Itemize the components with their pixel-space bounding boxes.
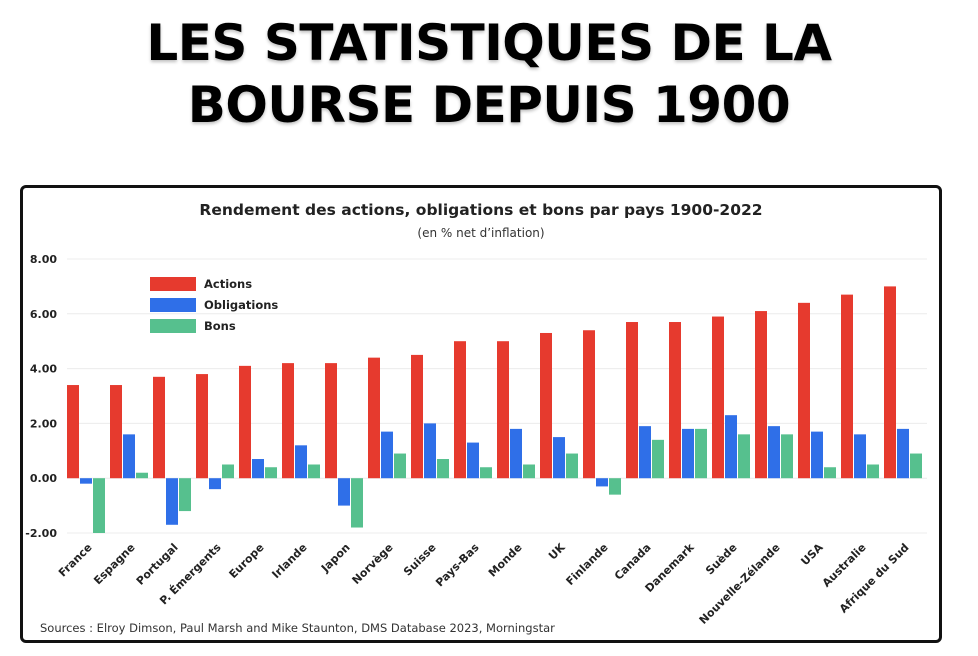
legend-label-actions: Actions	[204, 277, 252, 291]
bar-bons-10	[523, 464, 535, 479]
bar-bons-17	[824, 467, 836, 479]
bar-bons-11	[566, 453, 578, 479]
bar-actions-2	[153, 376, 165, 479]
page-title-line-1: LES STATISTIQUES DE LA	[146, 14, 832, 72]
y-tick-label: -2.00	[25, 527, 57, 540]
x-tick-label: Irlande	[269, 541, 309, 581]
bar-obligations-6	[338, 478, 350, 506]
legend-swatch-actions	[150, 277, 196, 291]
bar-bons-0	[93, 478, 105, 533]
x-tick-label: Europe	[227, 541, 267, 581]
page-title: LES STATISTIQUES DE LA BOURSE DEPUIS 190…	[0, 12, 978, 136]
legend-swatch-obligations	[150, 298, 196, 312]
bar-obligations-16	[768, 426, 780, 479]
bar-obligations-12	[596, 478, 608, 487]
y-tick-label: 4.00	[30, 363, 57, 376]
bar-bons-1	[136, 472, 148, 479]
bar-bons-14	[695, 428, 707, 479]
x-tick-label: USA	[798, 541, 825, 568]
x-tick-label: Canada	[612, 541, 654, 583]
bar-bons-6	[351, 478, 363, 528]
bar-obligations-0	[80, 478, 92, 484]
y-tick-label: 8.00	[30, 253, 57, 266]
bar-bons-3	[222, 464, 234, 479]
bar-bons-19	[910, 453, 922, 479]
bar-bons-4	[265, 467, 277, 479]
bar-actions-3	[196, 374, 208, 479]
bar-actions-7	[368, 357, 380, 479]
bar-actions-14	[669, 322, 681, 479]
x-tick-label: Suède	[703, 541, 739, 577]
bar-actions-4	[239, 365, 251, 479]
bar-actions-10	[497, 341, 509, 479]
bar-bons-8	[437, 459, 449, 479]
bar-actions-8	[411, 354, 423, 479]
x-tick-label: Nouvelle-Zélande	[697, 541, 783, 627]
y-tick-label: 0.00	[30, 472, 57, 485]
chart-subtitle: (en % net d’inflation)	[417, 226, 545, 240]
bar-obligations-10	[510, 428, 522, 479]
bar-actions-17	[798, 302, 810, 479]
bar-obligations-7	[381, 431, 393, 479]
bar-bons-15	[738, 434, 750, 479]
bar-actions-1	[110, 385, 122, 479]
bar-bons-18	[867, 464, 879, 479]
x-tick-label: France	[56, 541, 95, 580]
bar-actions-12	[583, 330, 595, 479]
bar-actions-19	[884, 286, 896, 479]
bar-obligations-13	[639, 426, 651, 479]
bar-obligations-8	[424, 423, 436, 479]
bar-obligations-5	[295, 445, 307, 479]
bar-actions-9	[454, 341, 466, 479]
bar-bons-12	[609, 478, 621, 495]
bar-obligations-1	[123, 434, 135, 479]
bar-actions-13	[626, 322, 638, 479]
bar-actions-6	[325, 363, 337, 479]
y-tick-label: 2.00	[30, 417, 57, 430]
bar-obligations-11	[553, 437, 565, 479]
x-tick-label: Suisse	[401, 541, 439, 579]
chart-frame	[20, 185, 942, 643]
x-tick-label: Monde	[486, 541, 525, 580]
bar-obligations-14	[682, 428, 694, 479]
legend-label-bons: Bons	[204, 319, 236, 333]
bar-obligations-15	[725, 415, 737, 479]
x-tick-label: Pays-Bas	[433, 541, 482, 590]
bar-bons-5	[308, 464, 320, 479]
bar-bons-2	[179, 478, 191, 512]
chart-title: Rendement des actions, obligations et bo…	[199, 201, 763, 219]
bar-actions-5	[282, 363, 294, 479]
bar-actions-15	[712, 316, 724, 479]
x-tick-label: Finlande	[564, 541, 611, 588]
bar-actions-16	[755, 311, 767, 479]
source-note: Sources : Elroy Dimson, Paul Marsh and M…	[40, 621, 555, 635]
y-tick-label: 6.00	[30, 308, 57, 321]
bars	[67, 286, 922, 533]
bar-bons-7	[394, 453, 406, 479]
x-tick-label: Espagne	[91, 541, 137, 587]
y-axis-ticks: 8.00 6.00 4.00 2.00 0.00 -2.00	[25, 253, 57, 540]
bar-obligations-9	[467, 442, 479, 479]
bar-obligations-3	[209, 478, 221, 490]
x-tick-label: Japon	[318, 541, 352, 575]
bar-bons-13	[652, 439, 664, 479]
legend: Actions Obligations Bons	[150, 277, 278, 333]
bar-actions-0	[67, 385, 79, 479]
bar-obligations-18	[854, 434, 866, 479]
legend-swatch-bons	[150, 319, 196, 333]
x-tick-label: UK	[546, 541, 568, 563]
bar-obligations-17	[811, 431, 823, 479]
x-tick-label: Norvège	[350, 541, 396, 587]
bar-bons-16	[781, 434, 793, 479]
bar-obligations-2	[166, 478, 178, 525]
bar-actions-11	[540, 332, 552, 479]
legend-label-obligations: Obligations	[204, 298, 278, 312]
bar-actions-18	[841, 294, 853, 479]
bar-obligations-19	[897, 428, 909, 479]
page-title-line-2: BOURSE DEPUIS 1900	[187, 76, 791, 134]
bar-bons-9	[480, 467, 492, 479]
bar-obligations-4	[252, 459, 264, 479]
